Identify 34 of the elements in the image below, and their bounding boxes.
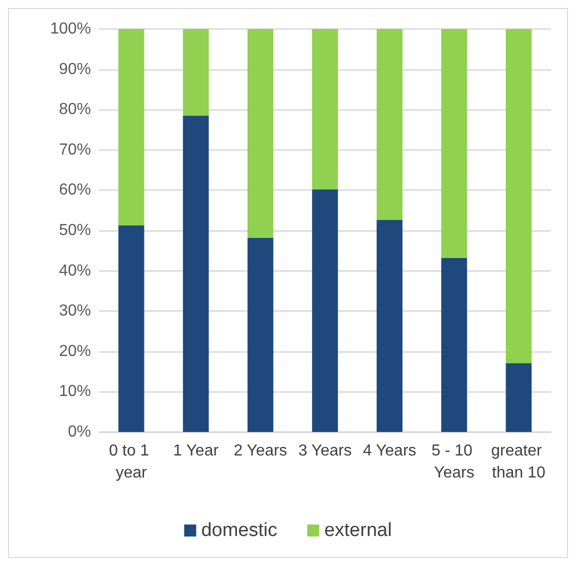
x-tick-label: 3 Years (298, 442, 352, 460)
bar (118, 225, 144, 432)
x-tick-label: 0 to 1 year (109, 442, 154, 482)
x-tick-label: greater than 10 (491, 442, 546, 482)
bar (441, 258, 468, 432)
bar (376, 29, 402, 220)
y-tick-label: 10% (58, 383, 91, 400)
x-tick-label: 5 - 10 Years (431, 442, 477, 482)
y-tick-label: 20% (58, 342, 91, 360)
y-tick-label: 70% (58, 141, 91, 158)
bar (248, 238, 274, 432)
legend-label: domestic (201, 520, 278, 541)
y-tick-label: 60% (58, 182, 91, 199)
x-tick-label: 4 Years (362, 442, 416, 460)
bar (312, 29, 338, 190)
bar (248, 29, 274, 238)
y-tick-label: 30% (58, 302, 91, 320)
bar (506, 363, 532, 432)
bar (441, 29, 468, 258)
legend-label: external (324, 520, 392, 541)
y-tick-label: 0% (68, 424, 91, 440)
bar (182, 29, 209, 116)
y-tick-label: 40% (58, 262, 91, 280)
y-tick-label: 100% (50, 20, 91, 38)
bar (312, 189, 338, 432)
bar (506, 29, 532, 364)
bar (376, 220, 402, 432)
y-tick-label: 90% (58, 60, 91, 78)
y-tick-label: 50% (58, 222, 91, 239)
bar (182, 116, 209, 432)
x-tick-label: 2 Years (234, 442, 288, 460)
x-tick-label: 1 Year (173, 442, 220, 460)
y-tick-label: 80% (58, 101, 91, 118)
bar (118, 29, 144, 226)
